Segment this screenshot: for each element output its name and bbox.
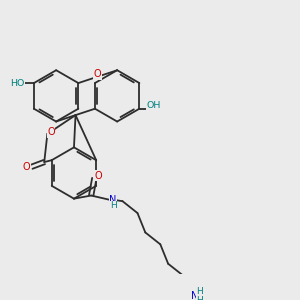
Text: O: O	[94, 69, 102, 79]
Text: H: H	[110, 201, 116, 210]
Text: OH: OH	[147, 101, 161, 110]
Text: O: O	[47, 127, 55, 137]
Text: O: O	[23, 162, 31, 172]
Text: N: N	[191, 291, 198, 300]
Text: HO: HO	[10, 79, 25, 88]
Text: N: N	[110, 195, 117, 205]
Text: H: H	[196, 296, 203, 300]
Text: O: O	[94, 171, 102, 181]
Text: H: H	[196, 287, 203, 296]
